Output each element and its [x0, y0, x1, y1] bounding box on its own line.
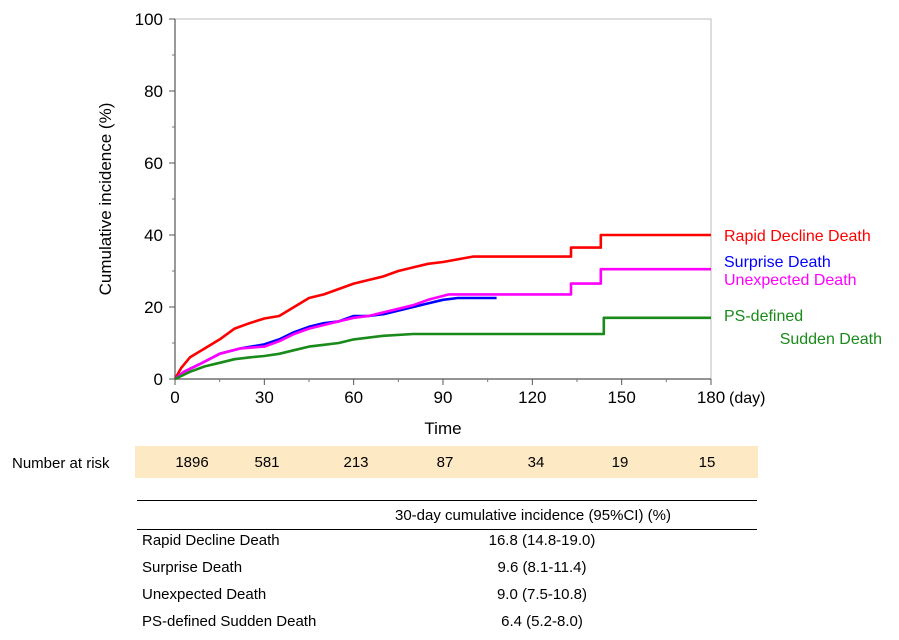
- risk-count: 213: [343, 454, 369, 471]
- x-tick-label: 150: [607, 388, 635, 407]
- risk-count: 87: [436, 454, 454, 471]
- x-tick-label: 180: [697, 388, 725, 407]
- series-label-3: PS-defined: [724, 308, 803, 325]
- row-value: 6.4 (5.2-8.0): [501, 613, 583, 630]
- row-value: 9.0 (7.5-10.8): [496, 586, 588, 603]
- x-tick-label: 0: [170, 388, 179, 407]
- series-line-1: [174, 296, 497, 381]
- series-label-1: Surprise Death: [724, 254, 831, 271]
- x-axis-title: Time: [424, 419, 461, 438]
- series-label-0: Rapid Decline Death: [724, 228, 871, 245]
- row-value: 9.6 (8.1-11.4): [497, 559, 587, 576]
- cumulative-incidence-chart: 0 20 40 60 80 100 0 30 60 90 120 150 180 (day) Time Cum…: [96, 10, 882, 438]
- x-tick-label: 120: [518, 388, 546, 407]
- row-name: Unexpected Death: [142, 586, 267, 603]
- risk-count: 19: [611, 454, 629, 471]
- row-value: 16.8 (14.8-19.0): [488, 532, 596, 549]
- row-name: PS-defined Sudden Death: [142, 613, 317, 630]
- table-header: 30-day cumulative incidence (95%CI) (%): [395, 507, 671, 524]
- y-axis-title: Cumulative incidence (%): [96, 103, 115, 296]
- series-line-3: [174, 316, 711, 381]
- table-row: PS-defined Sudden Death 6.4 (5.2-8.0): [137, 613, 757, 640]
- table-top-rule: [137, 500, 757, 501]
- x-tick-label: 60: [344, 388, 363, 407]
- y-tick-label: 100: [135, 10, 163, 29]
- y-tick-label: 20: [144, 298, 163, 317]
- y-tick-label: 40: [144, 226, 163, 245]
- y-tick-label: 0: [154, 370, 163, 389]
- series-line-0: [173, 233, 711, 380]
- number-at-risk-label: Number at risk: [12, 455, 110, 472]
- risk-count: 581: [254, 454, 280, 471]
- x-tick-label: 30: [255, 388, 274, 407]
- x-unit-label: (day): [729, 390, 765, 407]
- table-header-rule: [137, 529, 757, 530]
- risk-count: 15: [698, 454, 716, 471]
- risk-count: 1896: [175, 454, 209, 471]
- y-tick-label: 80: [144, 82, 163, 101]
- plot-frame: [174, 18, 712, 380]
- table-row: Surprise Death 9.6 (8.1-11.4): [137, 559, 757, 586]
- x-tick-label: 90: [434, 388, 453, 407]
- series-label-3-line2: Sudden Death: [780, 331, 882, 348]
- series-label-2: Unexpected Death: [724, 272, 857, 289]
- table-row: Rapid Decline Death 16.8 (14.8-19.0): [137, 532, 757, 559]
- y-tick-label: 60: [144, 154, 163, 173]
- row-name: Rapid Decline Death: [142, 532, 280, 549]
- series-line-2: [174, 267, 711, 381]
- number-at-risk-row: 1896 581 213 87 34 19 15: [135, 446, 758, 478]
- row-name: Surprise Death: [142, 559, 243, 576]
- risk-count: 34: [527, 454, 545, 471]
- table-row: Unexpected Death 9.0 (7.5-10.8): [137, 586, 757, 613]
